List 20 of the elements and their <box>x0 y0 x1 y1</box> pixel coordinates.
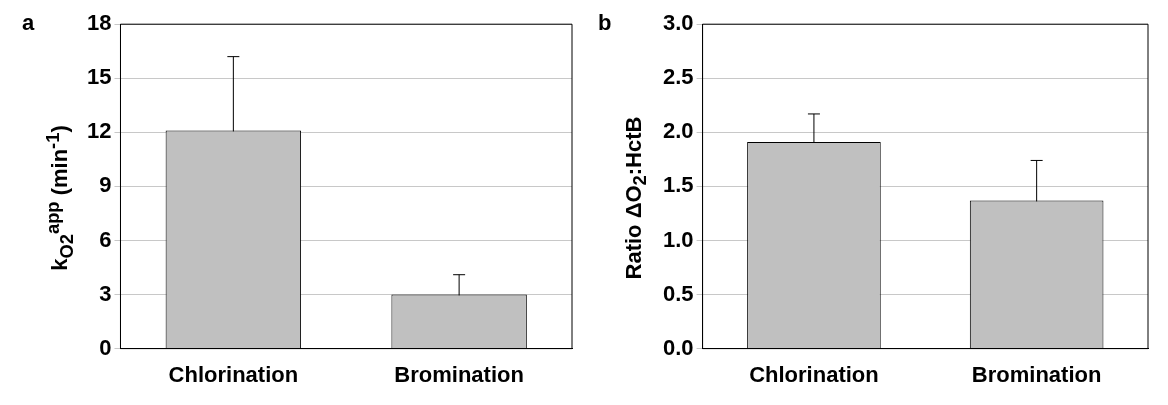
y-tick-label: 3.0 <box>662 10 694 36</box>
y-tick-label: 1.0 <box>662 226 694 252</box>
y-tick-label: 1.5 <box>662 172 694 198</box>
y-tick-label: 2.5 <box>662 64 694 90</box>
y-tick-label: 9 <box>99 172 112 198</box>
y-tick-label: 12 <box>86 118 112 144</box>
x-tick-label: Bromination <box>971 361 1102 387</box>
y-tick-label: 6 <box>99 226 112 252</box>
y-tick-label: 15 <box>86 64 112 90</box>
y-tick-label: 3 <box>99 280 112 306</box>
y-tick-label: 0 <box>99 334 112 360</box>
x-tick-label: Bromination <box>394 361 524 387</box>
x-tick-label: Chlorination <box>749 361 879 387</box>
x-tick-label: Chlorination <box>168 361 299 387</box>
chart-title: a <box>22 10 35 36</box>
y-tick-label: 2.0 <box>662 118 694 144</box>
y-tick-label: 0.0 <box>662 334 694 360</box>
y-tick-label: 0.5 <box>662 280 694 306</box>
y-tick-label: 18 <box>86 10 112 36</box>
chart-title: b <box>598 10 612 36</box>
